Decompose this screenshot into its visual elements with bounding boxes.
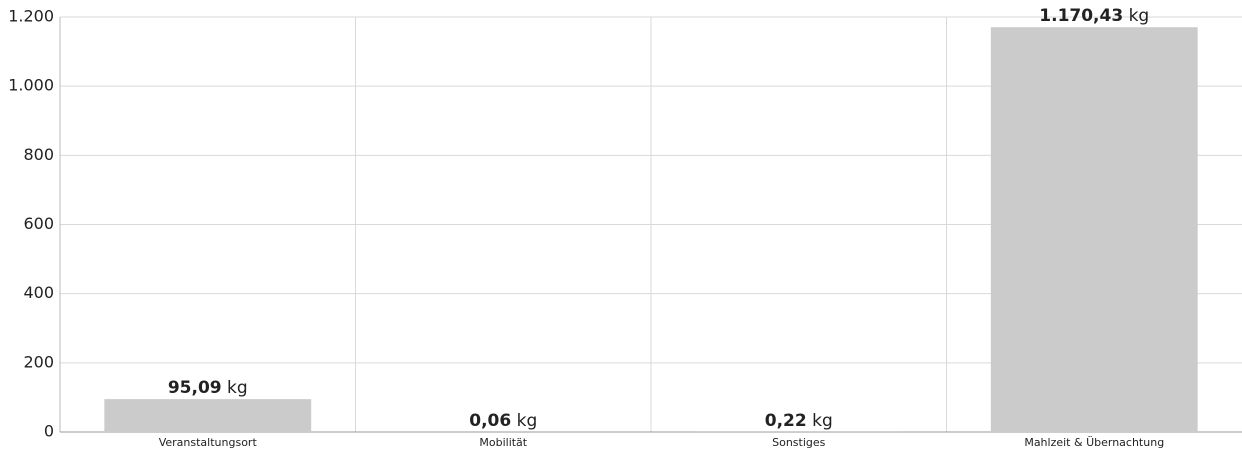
value-label: 0,22 kg <box>765 411 833 431</box>
x-tick-label: Mahlzeit & Übernachtung <box>1024 436 1164 449</box>
y-tick-label: 1.200 <box>8 7 54 26</box>
bar <box>990 27 1198 433</box>
value-label: 95,09 kg <box>168 378 248 398</box>
y-tick-label: 200 <box>23 352 54 371</box>
value-label: 1.170,43 kg <box>1039 6 1149 26</box>
y-tick-label: 400 <box>23 283 54 302</box>
x-tick-label: Mobilität <box>479 436 527 449</box>
value-label: 0,06 kg <box>469 411 537 431</box>
y-tick-label: 600 <box>23 214 54 233</box>
y-tick-label: 800 <box>23 145 54 164</box>
y-tick-label: 0 <box>44 422 54 441</box>
x-tick-label: Veranstaltungsort <box>159 436 258 449</box>
bar <box>104 399 312 432</box>
y-tick-label: 1.000 <box>8 76 54 95</box>
x-tick-label: Sonstiges <box>772 436 826 449</box>
